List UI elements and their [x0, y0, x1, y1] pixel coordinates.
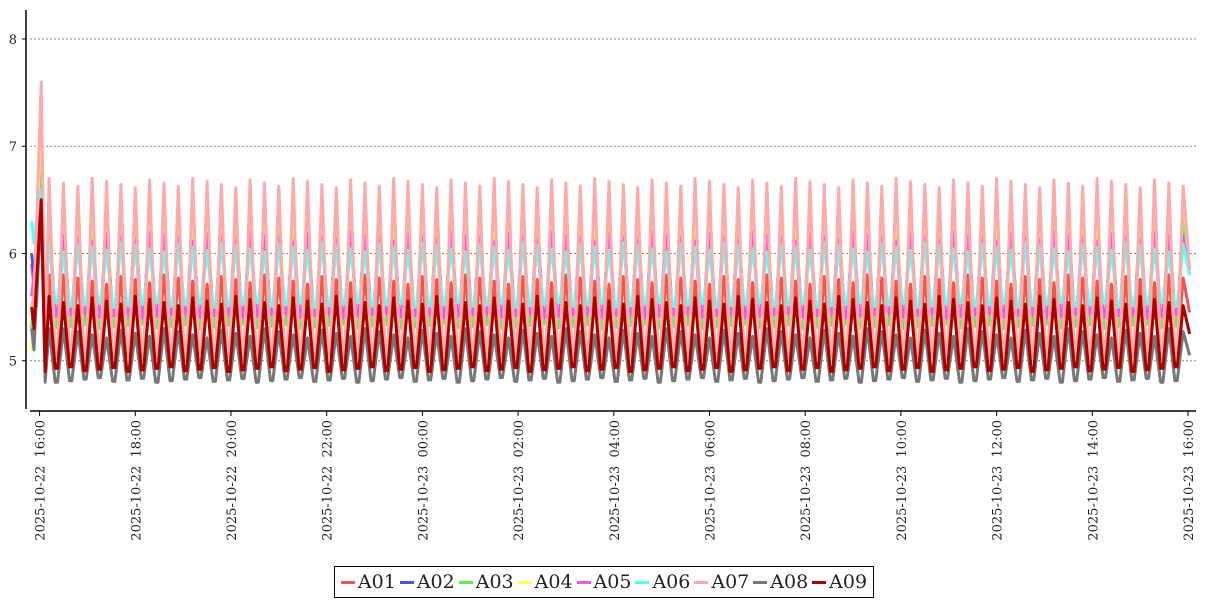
y-tick-label: 8	[9, 33, 17, 48]
legend-item-a05: A05	[576, 571, 632, 593]
x-tick-label: 2025-10-22 18:00	[129, 420, 144, 541]
x-tick-label: 2025-10-23 04:00	[608, 420, 623, 541]
legend-item-a02: A02	[399, 571, 455, 593]
legend-item-a04: A04	[517, 571, 573, 593]
x-tick-label: 2025-10-23 14:00	[1086, 420, 1101, 541]
legend-swatch	[576, 580, 591, 584]
series-line-a07	[30, 80, 1192, 363]
series-group	[30, 80, 1192, 384]
x-tick-label: 2025-10-23 08:00	[799, 420, 814, 541]
x-tick-label: 2025-10-22 22:00	[321, 420, 336, 541]
legend-swatch	[458, 580, 473, 584]
legend-swatch	[812, 580, 827, 584]
legend-label: A01	[357, 571, 396, 593]
legend-label: A03	[475, 571, 514, 593]
series-line-a09	[30, 198, 1192, 373]
legend-label: A08	[770, 571, 809, 593]
legend-item-a09: A09	[812, 571, 867, 593]
x-tick-label: 2025-10-23 06:00	[704, 420, 719, 541]
axes	[25, 10, 1196, 412]
legend-swatch	[340, 580, 355, 584]
x-tick-label: 2025-10-22 20:00	[225, 420, 240, 541]
legend-label: A04	[534, 571, 573, 593]
legend-swatch	[399, 580, 414, 584]
y-tick-label: 5	[9, 355, 17, 370]
legend-item-a01: A01	[340, 571, 396, 593]
legend-swatch	[517, 580, 532, 584]
x-tick-label: 2025-10-23 16:00	[1182, 420, 1197, 541]
legend-swatch	[694, 580, 709, 584]
legend-label: A05	[593, 571, 632, 593]
legend-swatch	[753, 580, 768, 584]
legend-label: A06	[652, 571, 691, 593]
x-tick-label: 2025-10-22 16:00	[34, 420, 49, 541]
x-tick-label: 2025-10-23 00:00	[416, 420, 431, 541]
x-ticks: 2025-10-22 16:00 2025-10-22 18:00 2025-10-…	[34, 411, 1197, 541]
legend-item-a08: A08	[753, 571, 808, 593]
legend-label: A09	[829, 571, 868, 593]
legend-item-a07: A07	[694, 571, 749, 593]
series-line-a08	[30, 209, 1192, 384]
y-tick-label: 6	[9, 247, 17, 262]
x-tick-label: 2025-10-23 10:00	[895, 420, 910, 541]
x-tick-label: 2025-10-23 02:00	[512, 420, 527, 541]
y-tick-label: 7	[9, 140, 17, 155]
y-ticks: 5 6 7 8	[9, 33, 26, 370]
x-tick-label: 2025-10-23 12:00	[991, 420, 1006, 541]
legend-label: A02	[416, 571, 455, 593]
legend-item-a06: A06	[635, 571, 690, 593]
legend: A01 A02 A03 A04 A05 A06 A07 A08 A09	[334, 566, 874, 598]
legend-label: A07	[711, 571, 750, 593]
legend-item-a03: A03	[458, 571, 514, 593]
legend-swatch	[635, 580, 650, 584]
